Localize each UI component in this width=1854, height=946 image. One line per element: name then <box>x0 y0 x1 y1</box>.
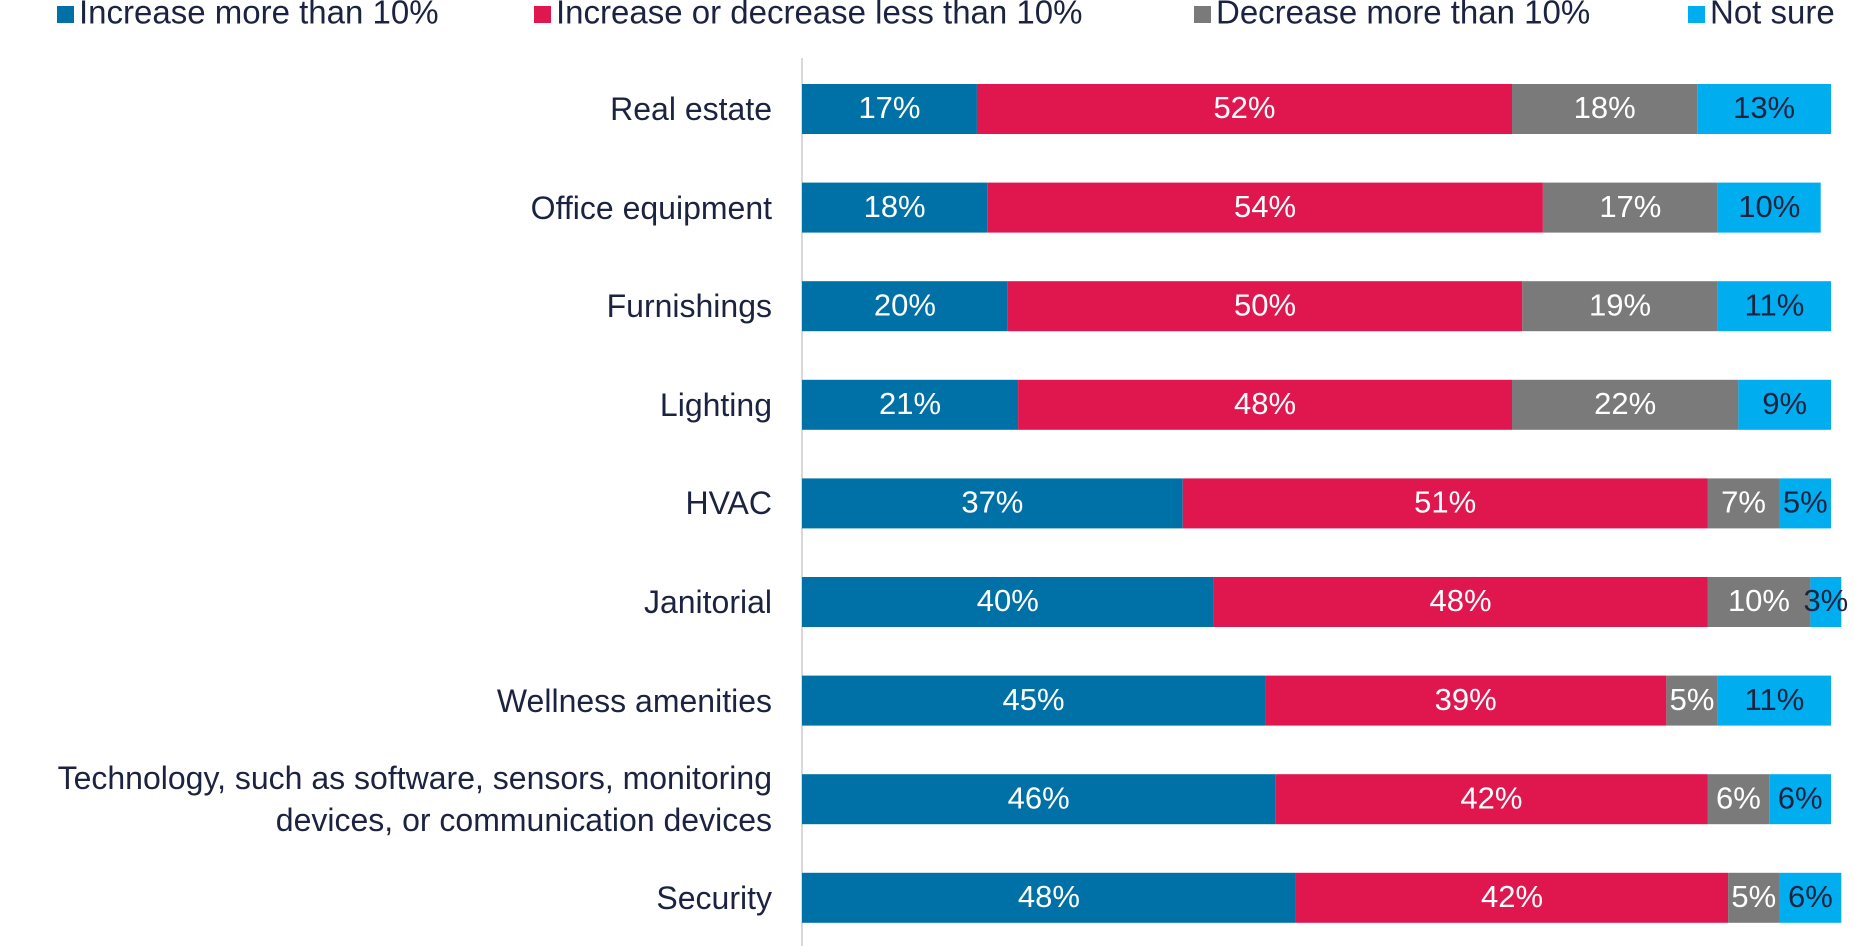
category-label: Wellness amenities <box>496 682 772 719</box>
data-label: 19% <box>1589 287 1651 322</box>
bar-segment <box>1275 774 1708 825</box>
data-label: 22% <box>1594 386 1656 421</box>
legend-swatch <box>1194 6 1211 23</box>
data-label: 17% <box>858 90 920 125</box>
bar-segment <box>1717 675 1831 726</box>
data-label: 6% <box>1716 780 1761 815</box>
bar-segment <box>1810 577 1842 627</box>
category-label: Office equipment <box>530 189 772 226</box>
category-label: HVAC <box>685 485 772 522</box>
data-label: 6% <box>1778 780 1823 815</box>
bar-segment <box>1738 379 1831 430</box>
bar-segment <box>1182 478 1708 529</box>
bar-segment <box>802 281 1008 332</box>
bar-segment <box>802 478 1183 529</box>
data-label: 46% <box>1008 780 1070 815</box>
data-label: 18% <box>1574 90 1636 125</box>
data-label: 11% <box>1745 682 1805 717</box>
bar-segment <box>1707 577 1811 627</box>
bar-segment <box>1018 379 1513 430</box>
bar-segment <box>1542 182 1718 233</box>
bar-segment <box>1707 774 1770 825</box>
data-label: 5% <box>1783 485 1828 520</box>
bar-segment <box>802 577 1214 627</box>
bar-segment <box>1522 281 1718 332</box>
data-label: 42% <box>1481 879 1543 914</box>
bar-segment <box>1717 182 1821 233</box>
legend-swatch <box>57 6 74 23</box>
bar-segment <box>802 872 1296 923</box>
category-label: Furnishings <box>606 288 772 325</box>
legend-swatch <box>534 6 551 23</box>
bar-segment <box>1779 872 1842 923</box>
data-label: 3% <box>1803 583 1848 618</box>
bar-segment <box>1717 281 1831 332</box>
bar-segment <box>976 84 1513 134</box>
bar-segment <box>1707 478 1780 529</box>
bar-segment <box>802 182 988 233</box>
legend-label: Increase more than 10% <box>79 0 439 31</box>
data-label: 17% <box>1599 189 1661 224</box>
bar-segment <box>1728 872 1780 923</box>
data-label: 52% <box>1213 90 1275 125</box>
data-label: 9% <box>1762 386 1807 421</box>
category-label: Security <box>656 879 772 916</box>
legend-label: Decrease more than 10% <box>1216 0 1590 31</box>
bar-segment <box>987 182 1543 233</box>
legend-label: Increase or decrease less than 10% <box>556 0 1082 31</box>
bar-segment <box>1697 84 1831 134</box>
bar-segment <box>1512 379 1739 430</box>
data-label: 11% <box>1745 287 1805 322</box>
data-label: 5% <box>1731 879 1776 914</box>
data-label: 45% <box>1003 682 1065 717</box>
bar-segment <box>1265 675 1667 726</box>
category-label: Real estate <box>610 91 772 127</box>
data-label: 10% <box>1728 583 1790 618</box>
data-label: 40% <box>977 583 1039 618</box>
data-label: 39% <box>1435 682 1497 717</box>
data-label: 51% <box>1414 485 1476 520</box>
bar-segment <box>1295 872 1729 923</box>
category-label: Janitorial <box>643 584 772 620</box>
data-label: 37% <box>961 485 1023 520</box>
data-label: 48% <box>1430 583 1492 618</box>
data-label: 20% <box>874 287 936 322</box>
data-label: 5% <box>1670 682 1715 717</box>
bar-segment <box>802 84 977 134</box>
data-label: 13% <box>1733 90 1795 125</box>
data-label: 48% <box>1234 386 1296 421</box>
legend-label: Not sure <box>1710 0 1835 31</box>
bar-segment <box>1213 577 1708 627</box>
bar-segment <box>1666 675 1718 726</box>
data-label: 21% <box>879 386 941 421</box>
bar-segment <box>1779 478 1831 529</box>
data-label: 10% <box>1738 189 1800 224</box>
bar-segment <box>802 379 1019 430</box>
bar-segment <box>1512 84 1698 134</box>
legend-swatch <box>1688 6 1705 23</box>
category-label: Technology, such as software, sensors, m… <box>57 760 772 839</box>
bar-segment <box>1007 281 1523 332</box>
bar-segment <box>1769 774 1831 825</box>
bar-segment <box>802 675 1266 726</box>
data-label: 48% <box>1018 879 1080 914</box>
category-label: Lighting <box>659 386 772 423</box>
data-label: 18% <box>864 189 926 224</box>
data-label: 54% <box>1234 189 1296 224</box>
data-label: 50% <box>1234 287 1296 322</box>
data-label: 42% <box>1460 780 1522 815</box>
bar-segment <box>802 774 1276 825</box>
data-label: 7% <box>1721 485 1766 520</box>
data-label: 6% <box>1788 879 1833 914</box>
